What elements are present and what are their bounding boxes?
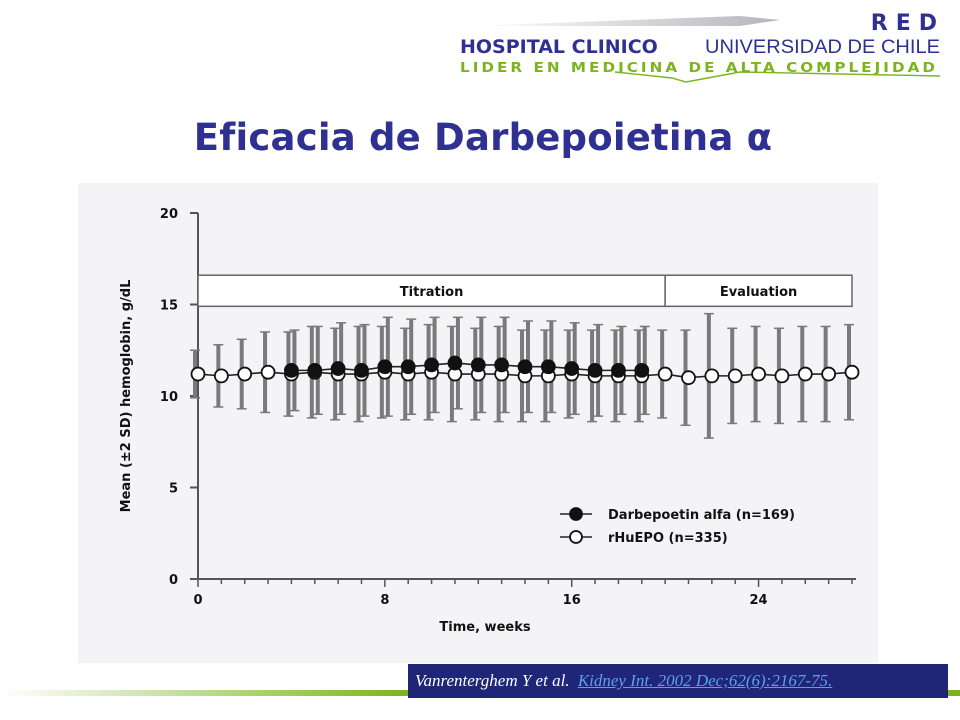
legend-marker: [569, 507, 583, 521]
phase-boxes: Titration Evaluation: [197, 274, 853, 308]
phase-label-titration: Titration: [400, 285, 464, 300]
series-markers: [190, 355, 860, 386]
chart-axes: 0 5 10 15 20 0 8 16 24: [160, 207, 856, 608]
rhuepo-point: [237, 366, 253, 382]
citation-link[interactable]: Kidney Int. 2002 Dec;62(6):2167-75.: [577, 671, 833, 690]
darbepoetin-point: [424, 357, 439, 373]
darbepoetin-point: [634, 362, 650, 378]
slide-title: Eficacia de Darbepoietina α: [193, 116, 773, 159]
darbepoetin-point: [307, 362, 323, 378]
rhuepo-point: [727, 368, 743, 384]
darbepoetin-point: [611, 362, 626, 378]
series-line-0: [291, 362, 642, 372]
darbepoetin-point: [330, 361, 346, 376]
darbepoetin-point: [354, 362, 369, 378]
darbepoetin-point: [517, 359, 533, 375]
rhuepo-point: [681, 370, 696, 386]
rhuepo-point: [704, 368, 720, 384]
x-axis-label: Time, weeks: [439, 620, 530, 635]
rhuepo-point: [797, 366, 813, 382]
rhuepo-point: [774, 368, 790, 384]
chart-legend: Darbepoetin alfa (n=169) rHuEPO (n=335): [560, 507, 795, 546]
phase-box-evaluation: [664, 274, 853, 308]
darbepoetin-point: [284, 362, 299, 378]
logo-university-text: UNIVERSIDAD DE CHILE: [705, 37, 940, 58]
y-tick-label: 10: [160, 390, 178, 405]
rhuepo-point: [751, 366, 766, 382]
rhuepo-point: [260, 364, 276, 380]
x-tick-label: 16: [563, 593, 581, 608]
citation-authors: Vanrenterghem Y et al.: [415, 671, 570, 690]
phase-box-titration: [197, 274, 666, 308]
y-tick-label: 5: [169, 482, 178, 497]
rhuepo-point: [844, 364, 860, 380]
logo-red-text: RED: [871, 12, 945, 36]
darbepoetin-point: [447, 355, 463, 371]
legend-marker: [569, 530, 583, 544]
rhuepo-point: [821, 366, 837, 382]
y-tick-label: 20: [160, 207, 178, 222]
footer-band: [0, 690, 408, 696]
legend-label: rHuEPO (n=335): [608, 531, 728, 546]
footer-band-right: [948, 690, 960, 696]
logo-hospital-text: HOSPITAL CLINICO: [460, 36, 658, 58]
y-tick-label: 15: [160, 299, 178, 314]
hospital-logo: RED HOSPITAL CLINICO UNIVERSIDAD DE CHIL…: [460, 12, 945, 83]
rhuepo-point: [213, 368, 229, 384]
hemoglobin-chart: 0 5 10 15 20 0 8 16 24 Titration Evaluation Darbe…: [78, 183, 878, 663]
x-tick-label: 24: [750, 593, 768, 608]
legend-label: Darbepoetin alfa (n=169): [608, 508, 795, 523]
darbepoetin-point: [470, 357, 486, 373]
citation-box: Vanrenterghem Y et al. Kidney Int. 2002 …: [408, 664, 948, 698]
darbepoetin-point: [494, 357, 510, 373]
rhuepo-point: [657, 366, 673, 382]
x-tick-label: 8: [380, 593, 389, 608]
darbepoetin-point: [564, 361, 580, 376]
darbepoetin-point: [587, 362, 603, 378]
logo-tagline-text: LIDER EN MEDICINA DE ALTA COMPLEJIDAD: [460, 61, 938, 76]
darbepoetin-point: [377, 359, 393, 375]
y-tick-label: 0: [169, 573, 178, 588]
darbepoetin-point: [400, 359, 416, 375]
darbepoetin-point: [540, 359, 556, 375]
logo-swoosh: [614, 71, 941, 83]
rhuepo-point: [190, 366, 206, 382]
phase-label-evaluation: Evaluation: [720, 285, 797, 300]
y-axis-label: Mean (±2 SD) hemoglobin, g/dL: [119, 280, 134, 513]
x-tick-label: 0: [193, 593, 202, 608]
